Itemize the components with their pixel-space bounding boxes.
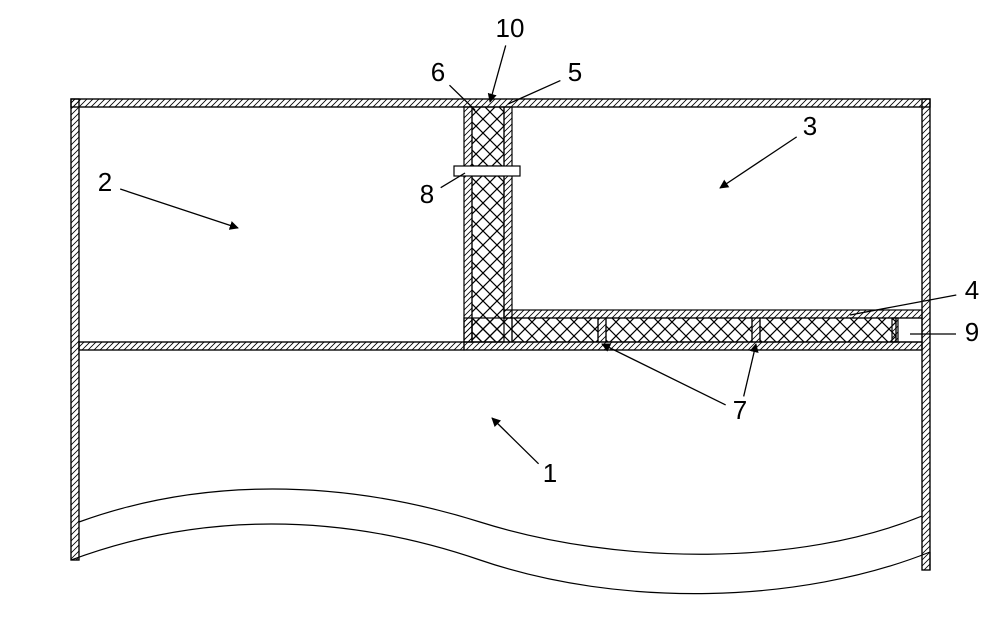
label-7: 7: [733, 395, 747, 425]
label-9: 9: [965, 317, 979, 347]
wavy-top: [79, 489, 922, 554]
label-1: 1: [543, 458, 557, 488]
label-5: 5: [568, 57, 582, 87]
underdeck-fill-c: [760, 318, 896, 342]
label-4: 4: [965, 275, 979, 305]
leader-10: [490, 45, 506, 102]
opening-9-left-wall: [892, 318, 898, 342]
opening-9-slot: [896, 318, 922, 342]
leader-2: [120, 189, 238, 228]
partition-core-bottom: [472, 176, 504, 342]
lower-body: [71, 489, 930, 594]
drawing-group: [71, 99, 930, 594]
rib-7-b: [752, 318, 760, 342]
underdeck-fill-a: [512, 318, 598, 342]
partition-foot-fill: [472, 318, 512, 342]
partition-left-skin: [464, 107, 472, 342]
leader-7-0: [602, 344, 726, 405]
partition-core-top: [472, 107, 504, 166]
partition-right-skin: [504, 107, 512, 318]
label-6: 6: [431, 57, 445, 87]
wavy-bottom: [71, 524, 930, 594]
label-10: 10: [496, 13, 525, 43]
floor-left: [79, 342, 464, 350]
partition-foot-left-skin: [464, 318, 472, 342]
leader-8: [441, 173, 465, 188]
label-8: 8: [420, 179, 434, 209]
diagram-svg: 1 2 3 4 5 6 7 8 9 10: [0, 0, 1000, 637]
underdeck-fill-b: [606, 318, 752, 342]
leader-1: [492, 418, 539, 464]
label-3: 3: [803, 111, 817, 141]
leader-3: [720, 137, 797, 188]
deck-4: [504, 310, 922, 318]
labels-group: 1 2 3 4 5 6 7 8 9 10: [98, 13, 979, 488]
rib-7-a: [598, 318, 606, 342]
leader-7-1: [744, 344, 756, 396]
top-wall: [71, 99, 930, 107]
pipe-8: [454, 166, 520, 176]
label-2: 2: [98, 167, 112, 197]
left-wall: [71, 99, 79, 560]
floor-right: [464, 342, 922, 350]
